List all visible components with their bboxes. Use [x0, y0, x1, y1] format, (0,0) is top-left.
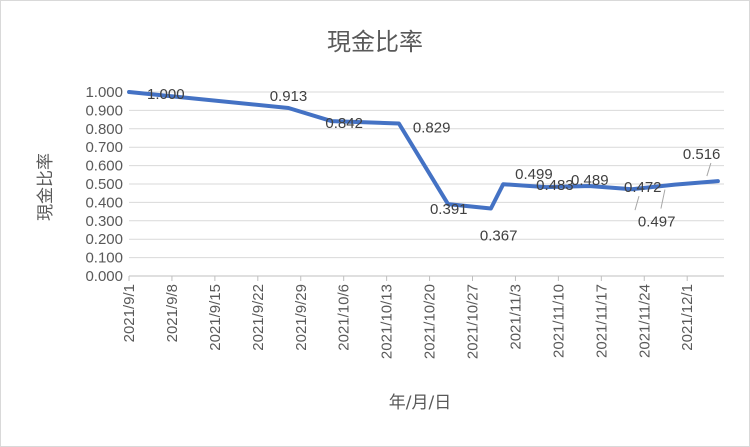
x-tick-label: 2021/10/20: [422, 284, 439, 359]
x-tick-label: 2021/11/3: [507, 284, 524, 350]
x-tick-label: 2021/11/10: [550, 284, 567, 358]
data-label: 0.516: [683, 146, 721, 163]
y-tick-label: 0.200: [85, 231, 123, 248]
x-tick-label: 2021/10/27: [465, 284, 482, 359]
data-label: 0.489: [571, 172, 609, 189]
data-label-leader: [634, 196, 640, 211]
x-tick-label: 2021/9/22: [250, 284, 267, 351]
data-label: 0.499: [515, 166, 553, 183]
data-label: 0.497: [638, 214, 676, 231]
x-tick-label: 2021/12/1: [679, 284, 696, 351]
data-label: 0.472: [624, 179, 662, 196]
y-tick-label: 0.700: [85, 139, 123, 156]
y-axis-title: 現金比率: [36, 153, 56, 221]
x-tick-label: 2021/10/6: [336, 284, 353, 351]
data-label: 0.913: [270, 88, 308, 105]
data-label: 0.842: [325, 115, 363, 132]
x-tick-label: 2021/10/13: [379, 284, 396, 359]
data-label-leader: [660, 189, 666, 209]
chart-title: 現金比率: [327, 28, 423, 56]
y-tick-label: 0.300: [85, 213, 123, 230]
y-tick-label: 1.000: [85, 84, 123, 101]
x-tick-label: 2021/11/24: [636, 284, 653, 358]
x-axis-title: 年/月/日: [389, 393, 451, 413]
data-label: 0.391: [430, 201, 468, 218]
series-line: [127, 90, 720, 211]
y-tick-label: 0.900: [85, 102, 123, 119]
y-tick-label: 0.400: [85, 194, 123, 211]
y-tick-label: 0.800: [85, 121, 123, 138]
y-tick-label: 0.500: [85, 176, 123, 193]
data-label-leader: [706, 162, 712, 177]
y-tick-label: 0.100: [85, 250, 123, 267]
data-label: 1.000: [147, 86, 185, 103]
x-tick-label: 2021/9/1: [121, 284, 138, 342]
data-label: 0.829: [413, 119, 451, 136]
x-tick-label: 2021/9/8: [164, 284, 181, 342]
data-label: 0.367: [480, 227, 518, 244]
data-label: 0.483: [536, 177, 574, 194]
y-tick-label: 0.600: [85, 158, 123, 175]
x-tick-label: 2021/11/17: [593, 284, 610, 358]
x-tick-label: 2021/9/15: [207, 284, 224, 351]
x-tick-label: 2021/9/29: [293, 284, 310, 351]
y-tick-label: 0.000: [85, 268, 123, 285]
